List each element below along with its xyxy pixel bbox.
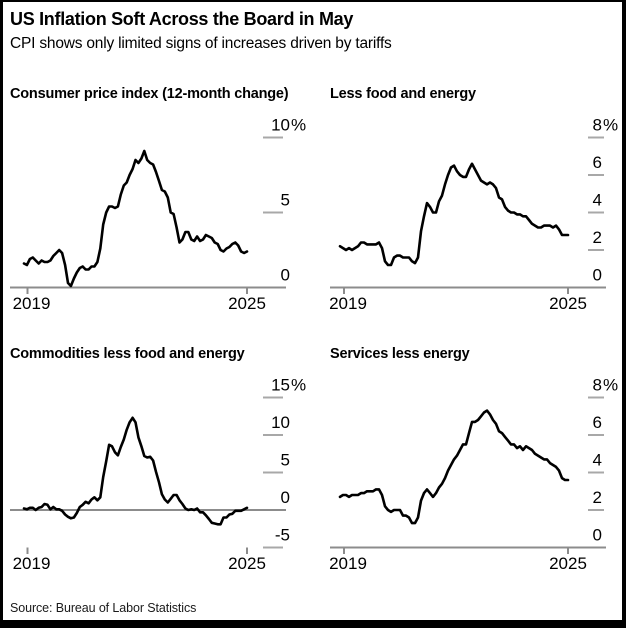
chart1-ytick-label: 0 bbox=[593, 266, 602, 285]
chart3-ytick-label: 8 bbox=[593, 376, 602, 395]
page-subtitle: CPI shows only limited signs of increase… bbox=[10, 35, 392, 52]
chart0-ytick-unit: % bbox=[291, 116, 306, 135]
chart1-ytick-label: 8 bbox=[593, 116, 602, 135]
chart0-ytick-label: 5 bbox=[281, 191, 290, 210]
chart2-ytick-label: 5 bbox=[281, 451, 290, 470]
chart2-ytick-label: -5 bbox=[275, 526, 290, 545]
chart3-ytick-unit: % bbox=[603, 376, 618, 395]
chart1-ytick-label: 6 bbox=[593, 153, 602, 172]
chart2-ytick-label: 10 bbox=[271, 413, 290, 432]
chart-title-services: Services less energy bbox=[330, 346, 470, 362]
chart1-ytick-unit: % bbox=[603, 116, 618, 135]
chart3-ytick-label: 0 bbox=[593, 526, 602, 545]
chart-title-core: Less food and energy bbox=[330, 86, 476, 102]
chart0-xtick-label: 2019 bbox=[13, 294, 51, 313]
chart0-xtick-label: 2025 bbox=[228, 294, 266, 313]
chart3-ytick-label: 4 bbox=[593, 451, 602, 470]
chart3-xtick-label: 2019 bbox=[329, 554, 367, 573]
chart3-xtick-label: 2025 bbox=[549, 554, 587, 573]
chart1-xtick-label: 2025 bbox=[549, 294, 587, 313]
chart0-ytick-label: 10 bbox=[271, 116, 290, 135]
chart2-ytick-unit: % bbox=[291, 376, 306, 395]
chart2-data-line bbox=[22, 416, 249, 526]
chart-title-commodities: Commodities less food and energy bbox=[10, 346, 245, 362]
page-title: US Inflation Soft Across the Board in Ma… bbox=[10, 9, 354, 29]
chart0-data-line bbox=[22, 149, 249, 288]
chart2-xtick-label: 2019 bbox=[13, 554, 51, 573]
chart3-ytick-label: 6 bbox=[593, 413, 602, 432]
chart2-ytick-label: 15 bbox=[271, 376, 290, 395]
chart1-ytick-label: 4 bbox=[593, 191, 602, 210]
chart3-data-line bbox=[338, 409, 570, 525]
source-note: Source: Bureau of Labor Statistics bbox=[10, 601, 197, 615]
chart1-data-line bbox=[338, 162, 570, 267]
chart1-xtick-label: 2019 bbox=[329, 294, 367, 313]
chart0-ytick-label: 0 bbox=[281, 266, 290, 285]
chart1-ytick-label: 2 bbox=[593, 228, 602, 247]
chart2-ytick-label: 0 bbox=[281, 488, 290, 507]
chart3-ytick-label: 2 bbox=[593, 488, 602, 507]
chart-title-cpi: Consumer price index (12-month change) bbox=[10, 86, 289, 102]
chart2-xtick-label: 2025 bbox=[228, 554, 266, 573]
footer-bar bbox=[0, 620, 626, 628]
